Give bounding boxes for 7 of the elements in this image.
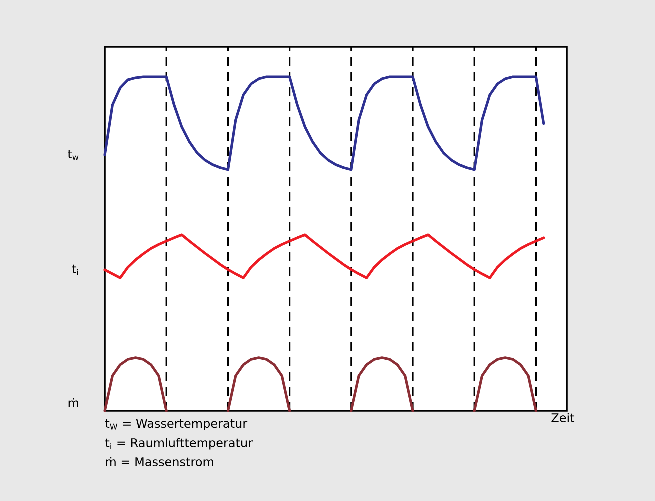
text: t$_{i}$ = Raumlufttemperatur [106, 438, 254, 450]
text: ṁ [68, 398, 78, 408]
text: t$_{i}$ [72, 264, 78, 276]
text: t$_{w}$ [68, 150, 79, 160]
text: t$_{W}$ = Wassertemperatur [106, 419, 248, 430]
text: ṁ = Massenstrom [106, 457, 214, 466]
x-axis-title: Zeit [552, 413, 575, 422]
